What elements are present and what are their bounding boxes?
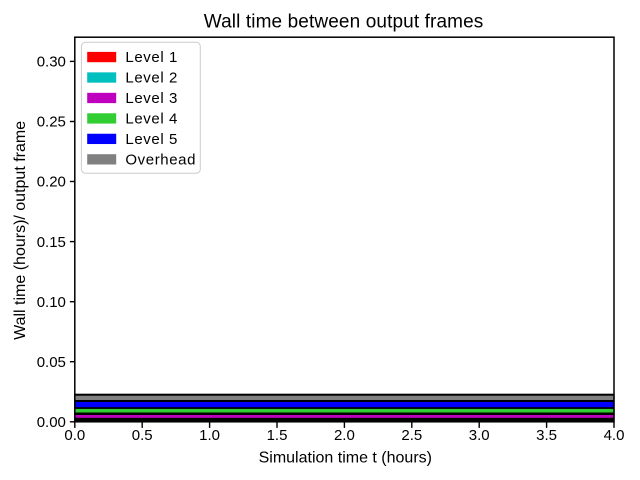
svg-text:Overhead: Overhead: [125, 151, 196, 168]
svg-text:0.00: 0.00: [37, 414, 66, 431]
svg-text:Level 2: Level 2: [125, 70, 178, 87]
svg-text:0.5: 0.5: [132, 427, 153, 444]
svg-text:3.5: 3.5: [536, 427, 557, 444]
svg-text:0.20: 0.20: [37, 174, 66, 191]
svg-text:Simulation time t (hours): Simulation time t (hours): [259, 450, 432, 467]
svg-text:Wall time between output frame: Wall time between output frames: [204, 12, 484, 33]
svg-text:0.0: 0.0: [64, 427, 85, 444]
svg-text:Level 3: Level 3: [125, 90, 178, 107]
svg-text:1.5: 1.5: [267, 427, 288, 444]
svg-text:0.25: 0.25: [37, 114, 66, 131]
svg-text:0.10: 0.10: [37, 294, 66, 311]
svg-text:2.5: 2.5: [401, 427, 422, 444]
svg-text:2.0: 2.0: [334, 427, 355, 444]
svg-text:Level 5: Level 5: [125, 131, 178, 148]
svg-text:Level 4: Level 4: [125, 111, 178, 128]
svg-text:3.0: 3.0: [469, 427, 490, 444]
svg-text:0.15: 0.15: [37, 234, 66, 251]
svg-text:4.0: 4.0: [604, 427, 625, 444]
svg-text:Level 1: Level 1: [125, 49, 178, 66]
svg-text:0.05: 0.05: [37, 354, 66, 371]
svg-text:1.0: 1.0: [199, 427, 220, 444]
svg-text:0.30: 0.30: [37, 54, 66, 71]
svg-text:Wall time (hours)/ output fram: Wall time (hours)/ output frame: [12, 121, 29, 340]
